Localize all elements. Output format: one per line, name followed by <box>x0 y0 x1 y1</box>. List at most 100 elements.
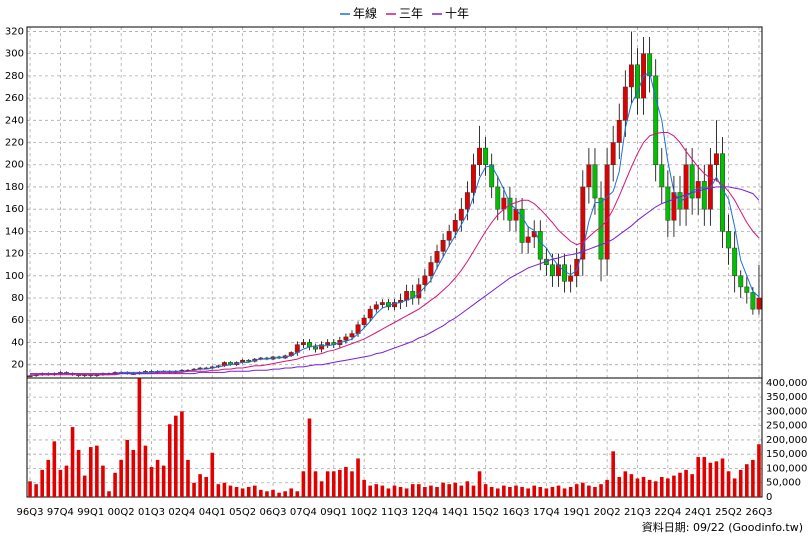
volume-bar <box>502 485 506 497</box>
volume-bar <box>234 487 239 497</box>
volume-bar <box>678 472 682 497</box>
volume-bar <box>641 477 646 497</box>
volume-bar <box>240 488 245 497</box>
source-note: 資料日期: 09/22 (Goodinfo.tw) <box>642 520 803 534</box>
x-tick-label: 05Q2 <box>229 507 256 518</box>
volume-bar <box>605 479 609 497</box>
x-tick-label: 12Q4 <box>411 507 438 518</box>
volume-bar <box>653 481 658 497</box>
volume-bar <box>617 477 622 497</box>
candle-body <box>313 346 318 350</box>
candle-body <box>574 258 580 277</box>
volume-bar <box>465 481 470 497</box>
candle-body <box>647 53 653 77</box>
volume-bar <box>192 482 196 497</box>
volume-bar <box>477 471 482 497</box>
candle-body <box>683 164 689 210</box>
y-tick-label: 280 <box>5 71 24 82</box>
volume-bar <box>495 488 500 497</box>
volume-bar <box>113 472 117 497</box>
volume-bar <box>76 449 81 497</box>
candle-body <box>549 264 555 277</box>
candle-body <box>744 286 750 293</box>
candle-body <box>750 292 756 310</box>
candle-body <box>440 240 446 252</box>
volume-bar <box>271 489 275 497</box>
candle-body <box>726 231 732 249</box>
volume-bar <box>538 487 543 497</box>
x-tick-label: 22Q4 <box>654 507 681 518</box>
volume-bar <box>368 485 373 497</box>
volume-bar <box>380 485 385 497</box>
x-tick-label: 10Q2 <box>351 507 378 518</box>
volume-bar <box>167 424 172 497</box>
y-tick-label: 60 <box>11 315 24 326</box>
candle-body <box>756 297 762 310</box>
candle-body <box>568 275 574 282</box>
volume-bar <box>714 461 719 497</box>
volume-bar <box>520 487 524 497</box>
x-tick-label: 02Q4 <box>168 507 195 518</box>
candle-body <box>422 275 428 285</box>
y2-tick-label: 150,000 <box>766 449 807 460</box>
x-tick-label: 17Q4 <box>533 507 560 518</box>
candle-body <box>446 231 452 241</box>
volume-bar <box>483 484 488 497</box>
candle-body <box>701 181 707 210</box>
volume-bar <box>635 478 640 497</box>
volume-bar <box>362 479 366 497</box>
volume-bar <box>125 439 130 497</box>
x-tick-label: 07Q4 <box>290 507 317 518</box>
volume-bar <box>28 481 32 497</box>
ma-line <box>30 186 760 375</box>
volume-bar <box>447 484 451 497</box>
volume-bar <box>265 491 269 497</box>
volume-bar <box>259 489 263 497</box>
candle-body <box>707 164 713 210</box>
volume-bar <box>593 487 597 497</box>
candle-body <box>452 220 458 232</box>
volume-bar <box>720 458 725 497</box>
volume-bar <box>252 485 257 497</box>
candle-body <box>325 342 331 345</box>
volume-bar <box>301 471 306 497</box>
y-tick-label: 160 <box>5 204 24 215</box>
volume-bar <box>198 474 202 497</box>
volume-bar <box>350 471 354 497</box>
candle-body <box>616 120 622 143</box>
volume-bar <box>684 469 688 497</box>
volume-bar <box>331 471 336 497</box>
volume-bar <box>732 478 737 497</box>
candle-body <box>367 308 373 319</box>
y2-tick-label: 50,000 <box>766 478 801 489</box>
y2-tick-label: 0 <box>766 492 772 503</box>
volume-bar <box>690 474 694 497</box>
candle-body <box>604 164 610 260</box>
volume-bar <box>338 469 342 497</box>
volume-bar <box>459 485 464 497</box>
candle-body <box>471 164 476 193</box>
volume-bar <box>696 457 701 497</box>
candle-body <box>361 317 367 325</box>
x-tick-label: 99Q1 <box>77 507 104 518</box>
volume-bar <box>210 452 215 497</box>
candle-body <box>586 164 592 188</box>
volume-bar <box>416 484 421 497</box>
y-tick-label: 260 <box>5 93 24 104</box>
volume-bar <box>471 485 476 497</box>
y-tick-label: 80 <box>11 293 24 304</box>
candle-body <box>489 164 495 188</box>
volume-bar <box>186 459 190 497</box>
volume-bar <box>313 471 318 497</box>
volume-bar <box>149 467 154 497</box>
volume-bar <box>404 488 409 497</box>
candle-body <box>592 164 598 199</box>
candle-body <box>635 64 640 99</box>
volume-bar <box>672 475 676 497</box>
volume-bar <box>307 418 312 497</box>
candle-body <box>671 192 677 221</box>
volume-bar <box>131 449 136 497</box>
y2-tick-label: 400,000 <box>766 378 807 389</box>
y2-tick-label: 100,000 <box>766 463 807 474</box>
x-tick-label: 20Q2 <box>594 507 621 518</box>
